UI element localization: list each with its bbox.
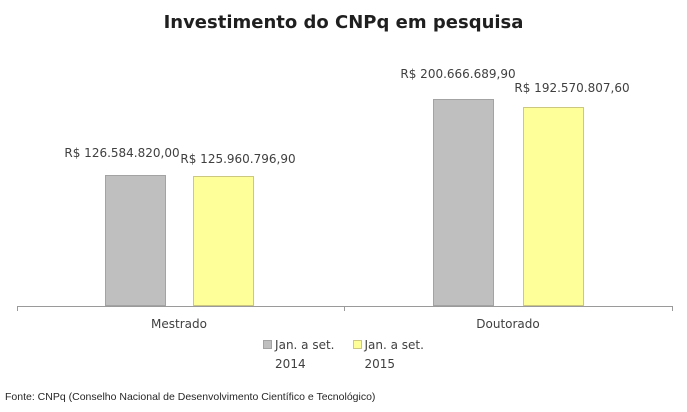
bar-mestrado-2014 [105,175,166,306]
source-footer: Fonte: CNPq (Conselho Nacional de Desenv… [5,391,376,403]
value-label-doutorado-2015: R$ 192.570.807,60 [514,81,630,95]
chart-title: Investimento do CNPq em pesquisa [163,12,524,33]
legend-label-2014: Jan. a set. 2014 [275,336,334,374]
legend-swatch-2015-icon [352,340,362,349]
x-axis-line [17,306,673,307]
legend-label-2015-line1: Jan. a set. [364,338,424,352]
legend-label-2014-line2: 2014 [275,357,306,371]
legend-entry-2014: Jan. a set. 2014 [263,336,335,374]
value-label-doutorado-2014: R$ 200.666.689,90 [400,67,516,81]
x-axis-tick-right [672,306,673,311]
legend-entry-2015: Jan. a set. 2015 [352,336,424,374]
category-label-mestrado: Mestrado [151,317,207,331]
x-axis-tick-center [344,306,345,311]
value-label-mestrado-2014: R$ 126.584.820,00 [64,146,180,160]
x-axis-tick-left [17,306,18,311]
bar-doutorado-2014 [433,99,494,306]
bar-mestrado-2015 [193,176,254,306]
legend-swatch-2014-icon [263,340,273,349]
bar-doutorado-2015 [523,107,584,306]
legend-label-2014-line1: Jan. a set. [275,338,335,352]
chart-legend: Jan. a set. 2014 Jan. a set. 2015 [0,336,687,374]
legend-label-2015-line2: 2015 [364,357,396,371]
value-label-mestrado-2015: R$ 125.960.796,90 [180,152,296,166]
legend-label-2015: Jan. a set. 2015 [365,336,424,374]
category-label-doutorado: Doutorado [476,317,540,331]
